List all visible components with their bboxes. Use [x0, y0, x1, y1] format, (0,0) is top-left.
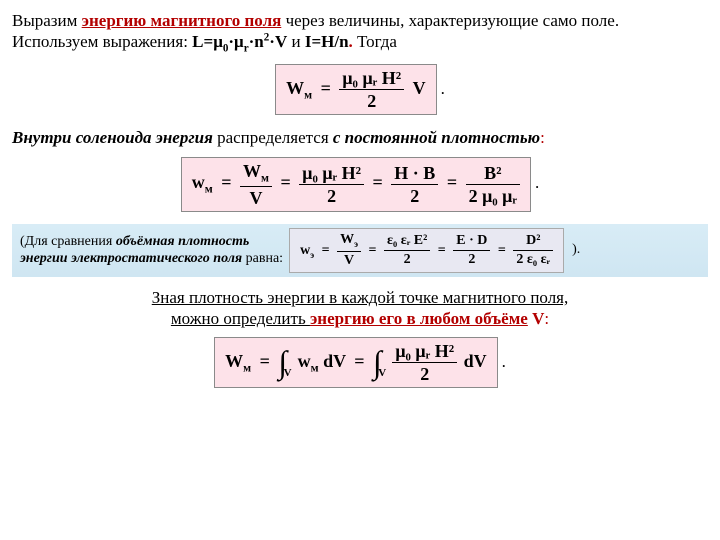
integral-1: ∫V	[278, 350, 287, 376]
compare-l3: равна:	[242, 251, 283, 266]
eq2-box: wм = Wм V = μ₀ μᵣ H² 2 = H · B 2 = B² 2 …	[181, 157, 531, 212]
eq2-Wtop: W	[243, 161, 261, 181]
cmp-n3: E · D	[453, 234, 490, 251]
eq2-frac2: μ₀ μᵣ H² 2	[299, 164, 364, 205]
eq2-frac4: B² 2 μ₀ μᵣ	[466, 164, 520, 205]
concl-l1: Зная плотность энергии в каждой точке ма…	[152, 288, 569, 307]
cmp-frac3: E · D 2	[453, 234, 490, 267]
eq1-den: 2	[339, 90, 404, 110]
eq2-Vden: V	[240, 187, 272, 207]
compare-l1: (Для сравнения	[20, 234, 116, 249]
eq3-row: Wм = ∫V wм dV = ∫V μ₀ μᵣ H² 2 dV .	[12, 337, 708, 388]
eq2-w: w	[192, 172, 205, 192]
intro-paragraph: Выразим энергию магнитного поля через ве…	[12, 10, 708, 56]
sent1-c: с постоянной плотностью	[333, 128, 540, 147]
eq2-eq2: =	[276, 172, 294, 192]
concl-l2a: можно определить	[171, 309, 310, 328]
eq2-frac3: H · B 2	[391, 164, 438, 205]
sent1-colon: :	[540, 128, 545, 147]
expr-I: I=H/n	[305, 32, 349, 51]
eq3-ws: м	[311, 362, 319, 375]
cmp-Wtop: W	[340, 232, 354, 247]
cmp-V: V	[337, 252, 361, 268]
n: n	[254, 32, 263, 51]
eq2-frac1: Wм V	[240, 162, 272, 207]
cmp-d2: 2	[384, 251, 430, 267]
eq3-eq1: =	[256, 351, 274, 371]
eq1-row: Wм = μ₀ μᵣ H² 2 V .	[12, 64, 708, 115]
eq3-dot: .	[498, 352, 506, 371]
concl-l2b: энергию его в любом объёме	[310, 309, 528, 328]
sentence-density: Внутри соленоида энергия распределяется …	[12, 127, 708, 148]
eq3-dV1: dV	[323, 351, 346, 371]
eq3-frac: μ₀ μᵣ H² 2	[392, 342, 457, 383]
compare-eq-box: wэ = Wэ V = ε₀ εᵣ E² 2 = E · D 2 = D² 2 …	[289, 228, 564, 273]
eq2-eq3: =	[369, 172, 387, 192]
eq2-eq4: =	[443, 172, 461, 192]
eq2-row: wм = Wм V = μ₀ μᵣ H² 2 = H · B 2 = B² 2 …	[12, 157, 708, 212]
compare-text: (Для сравнения объёмная плотность энерги…	[20, 233, 283, 268]
eq3-box: Wм = ∫V wм dV = ∫V μ₀ μᵣ H² 2 dV	[214, 337, 497, 388]
eq2-n3: H · B	[391, 164, 438, 185]
conclusion: Зная плотность энергии в каждой точке ма…	[12, 287, 708, 330]
intro-text-1: Выразим	[12, 11, 82, 30]
cmp-frac1: Wэ V	[337, 233, 361, 268]
compare-l2: энергии электростатического поля	[20, 251, 242, 266]
compare-close: ).	[570, 242, 580, 258]
compare-row: (Для сравнения объёмная плотность энерги…	[12, 224, 708, 277]
intro-and: и	[287, 32, 305, 51]
eq2-Wtops: м	[261, 171, 269, 184]
eq2-d4: 2 μ₀ μᵣ	[466, 185, 520, 205]
intro-emph: энергию магнитного поля	[82, 11, 282, 30]
V: V	[275, 32, 287, 51]
eq1-V: V	[409, 78, 426, 98]
eq1-num: μ₀ μᵣ H²	[339, 69, 404, 90]
eq3-eq2: =	[350, 351, 368, 371]
eq2-d2: 2	[299, 185, 364, 205]
eq2-eq1: =	[217, 172, 235, 192]
eq1-dot: .	[437, 79, 445, 98]
cmp-eq1: =	[318, 243, 334, 258]
eq3-int1-body: wм dV	[292, 351, 346, 371]
intro-then: Тогда	[353, 32, 397, 51]
expr-L: L=μ0·μr·n2·V	[192, 32, 287, 51]
concl-colon: :	[544, 309, 549, 328]
sent1-b: распределяется	[213, 128, 333, 147]
eq1-box: Wм = μ₀ μᵣ H² 2 V	[275, 64, 437, 115]
cmp-w: w	[300, 243, 310, 258]
eq2-n2: μ₀ μᵣ H²	[299, 164, 364, 185]
eq3-W: W	[225, 351, 243, 371]
cmp-eq2: =	[365, 243, 381, 258]
cmp-frac2: ε₀ εᵣ E² 2	[384, 234, 430, 267]
mu0: μ	[213, 32, 223, 51]
cmp-ws: э	[310, 249, 314, 259]
integral-2: ∫V	[373, 350, 382, 376]
concl-V: V	[528, 309, 545, 328]
eq1-eq: =	[317, 78, 335, 98]
eq3-dV2: dV	[462, 351, 487, 371]
eq3-n2: μ₀ μᵣ H²	[392, 342, 457, 363]
eq1-W: W	[286, 78, 304, 98]
cmp-d3: 2	[453, 251, 490, 267]
mur: μ	[234, 32, 244, 51]
cmp-n2: ε₀ εᵣ E²	[384, 234, 430, 251]
eq2-d3: 2	[391, 185, 438, 205]
eq2-n4: B²	[466, 164, 520, 185]
eq3-Ws: м	[243, 362, 251, 375]
sent1-a: Внутри соленоида энергия	[12, 128, 213, 147]
cmp-n4: D²	[513, 234, 553, 251]
eq2-ws: м	[205, 183, 213, 196]
cmp-eq4: =	[494, 243, 510, 258]
cmp-d4: 2 ε₀ εᵣ	[513, 251, 553, 267]
eq1-frac: μ₀ μᵣ H² 2	[339, 69, 404, 110]
cmp-Wtops: э	[354, 239, 358, 249]
eq3-d2: 2	[392, 363, 457, 383]
compare-em1: объёмная плотность	[116, 234, 249, 249]
eq3-w: w	[298, 351, 311, 371]
cmp-eq3: =	[434, 243, 450, 258]
cmp-frac4: D² 2 ε₀ εᵣ	[513, 234, 553, 267]
eq1-Ws: м	[304, 89, 312, 102]
eq2-dot: .	[531, 173, 539, 192]
expr-L-lead: L=	[192, 32, 213, 51]
